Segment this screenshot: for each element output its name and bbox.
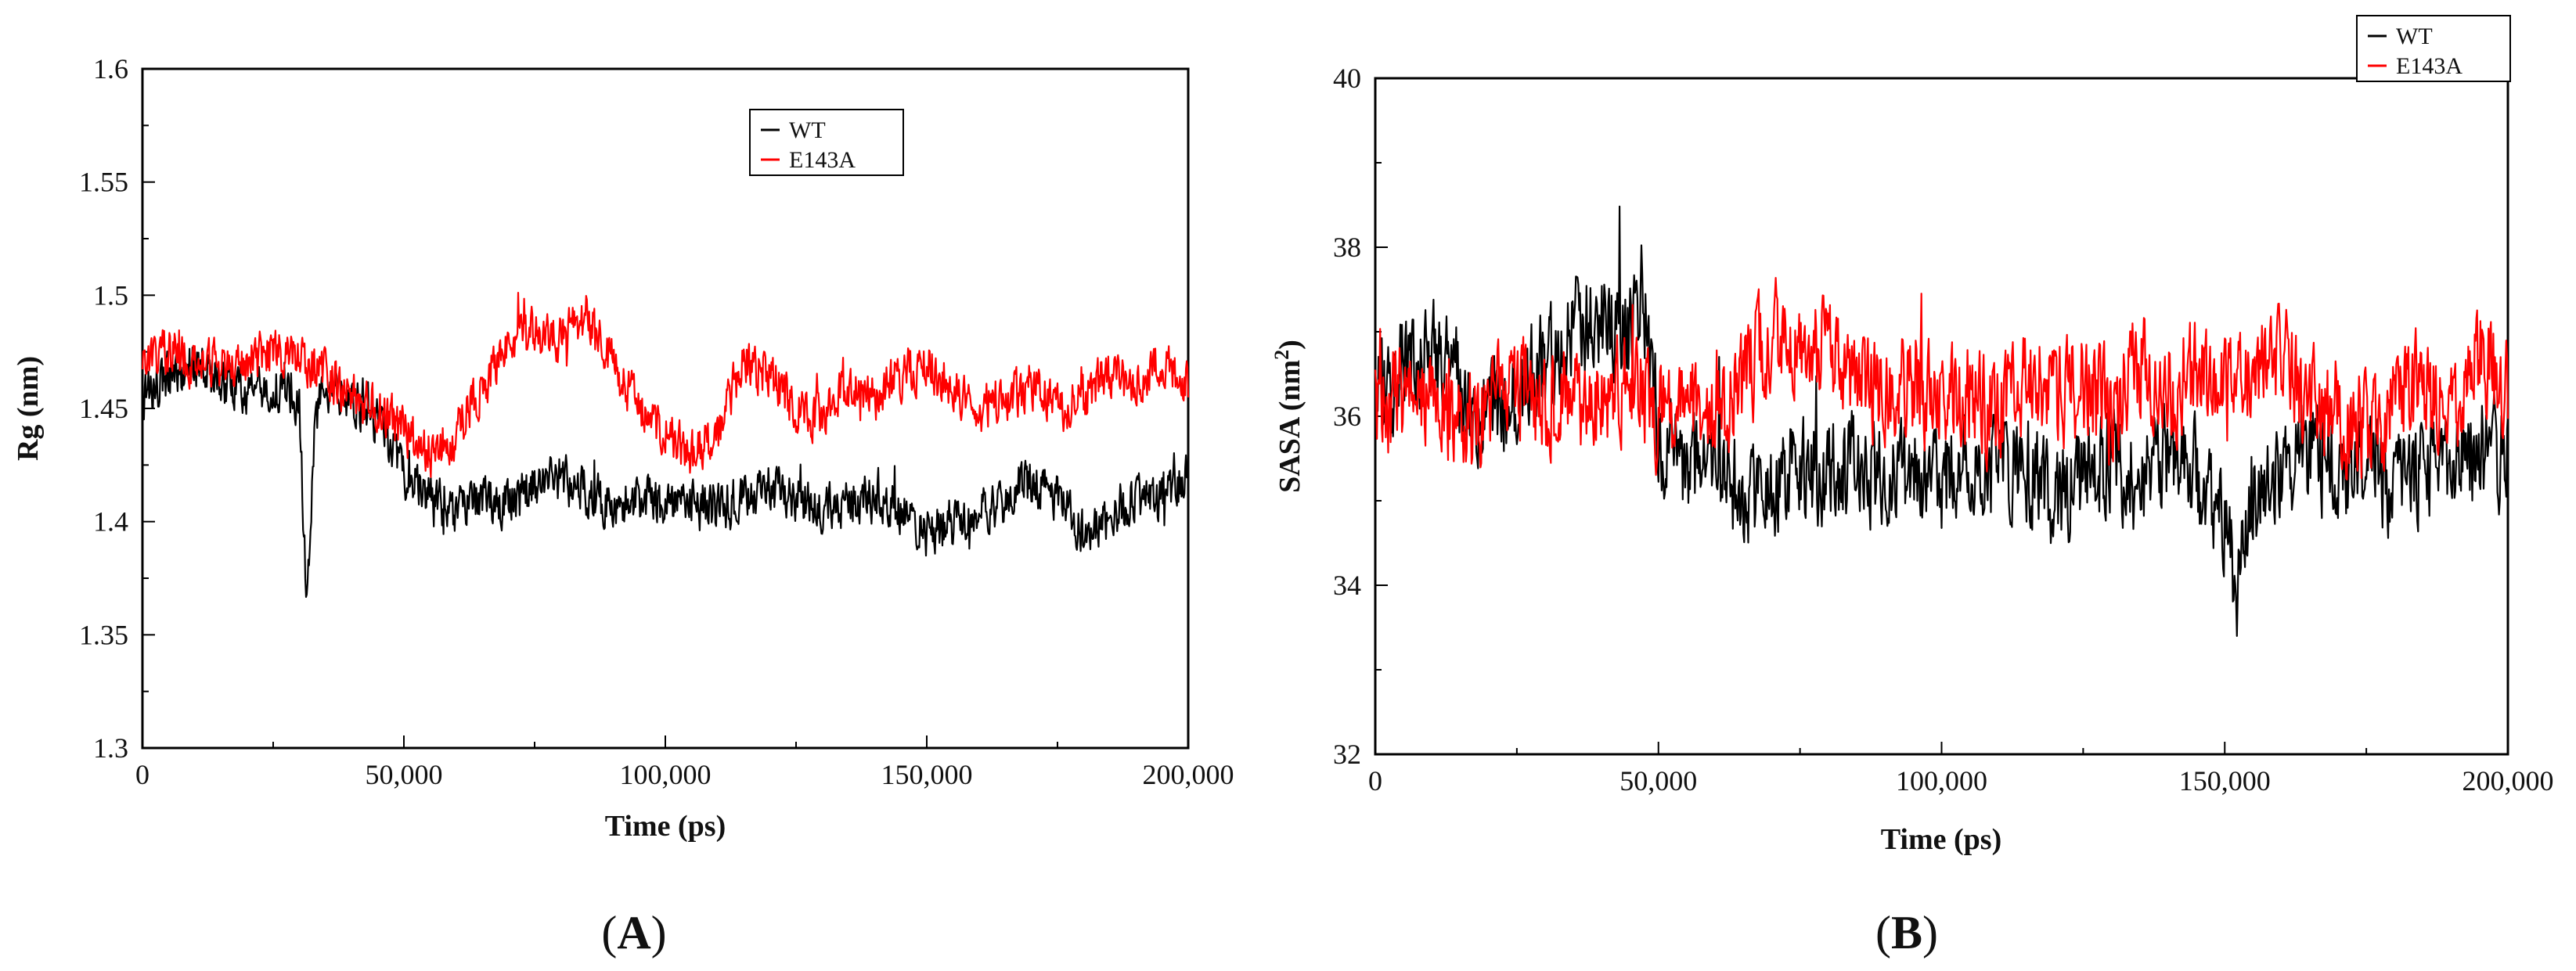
panel-a-tick-labels: 0 50,000 100,000 150,000 200,000 1.3 1.35 1.4 1.…	[79, 53, 1234, 790]
x-tick-label: 50,000	[1619, 765, 1697, 797]
panel-a-legend-label-e143a: E143A	[789, 147, 856, 173]
y-tick-label: 1.6	[93, 53, 128, 85]
x-tick-label: 100,000	[620, 759, 712, 790]
panel-b-legend-label-wt: WT	[2396, 23, 2433, 49]
y-tick-label: 1.3	[93, 732, 128, 764]
series-line-e143a	[1374, 277, 2509, 481]
panel-a: 0 50,000 100,000 150,000 200,000 1.3 1.35 1.4 1.…	[12, 53, 1234, 958]
panel-a-label: (A)	[601, 907, 666, 958]
y-tick-label: 36	[1333, 401, 1361, 432]
y-tick-label: 1.5	[93, 279, 128, 311]
y-tick-label: 34	[1333, 570, 1361, 601]
x-tick-label: 0	[1368, 765, 1382, 797]
x-tick-label: 150,000	[881, 759, 973, 790]
x-tick-label: 0	[135, 759, 150, 790]
panel-b: 0 50,000 100,000 150,000 200,000 32 34 36 38 40 T…	[1270, 15, 2554, 958]
panel-b-legend: WT E143A	[2356, 15, 2511, 82]
panel-a-y-axis-title: Rg (nm)	[12, 356, 45, 461]
y-tick-label: 1.55	[79, 167, 128, 198]
panel-a-legend-label-wt: WT	[789, 117, 826, 143]
panel-a-series	[141, 292, 1190, 599]
panel-a-legend: WT E143A	[749, 109, 904, 176]
panel-b-legend-label-e143a: E143A	[2396, 53, 2463, 79]
series-line-wt	[142, 346, 1190, 599]
panel-a-x-axis-title: Time (ps)	[605, 810, 726, 843]
panel-b-y-axis-title: SASA (nm2)	[1270, 340, 1306, 493]
y-tick-label: 40	[1333, 63, 1361, 94]
panel-b-legend-box	[2356, 15, 2511, 82]
x-tick-label: 200,000	[1143, 759, 1234, 790]
y-tick-label: 38	[1333, 232, 1361, 263]
series-line-e143a	[141, 292, 1190, 478]
panel-b-tick-labels: 0 50,000 100,000 150,000 200,000 32 34 36 38 40	[1333, 63, 2554, 797]
x-tick-label: 100,000	[1896, 765, 1987, 797]
panel-b-label: (B)	[1875, 907, 1938, 958]
y-tick-label: 1.4	[93, 506, 128, 538]
y-tick-label: 32	[1333, 739, 1361, 770]
y-tick-label: 1.45	[79, 393, 128, 424]
y-tick-label: 1.35	[79, 619, 128, 650]
x-tick-label: 200,000	[2463, 765, 2554, 797]
panel-b-series	[1374, 205, 2509, 638]
x-tick-label: 50,000	[366, 759, 443, 790]
panel-b-ticks	[1374, 77, 2509, 755]
panel-b-x-axis-title: Time (ps)	[1881, 823, 2001, 856]
x-tick-label: 150,000	[2179, 765, 2271, 797]
panel-a-legend-box	[749, 109, 904, 176]
